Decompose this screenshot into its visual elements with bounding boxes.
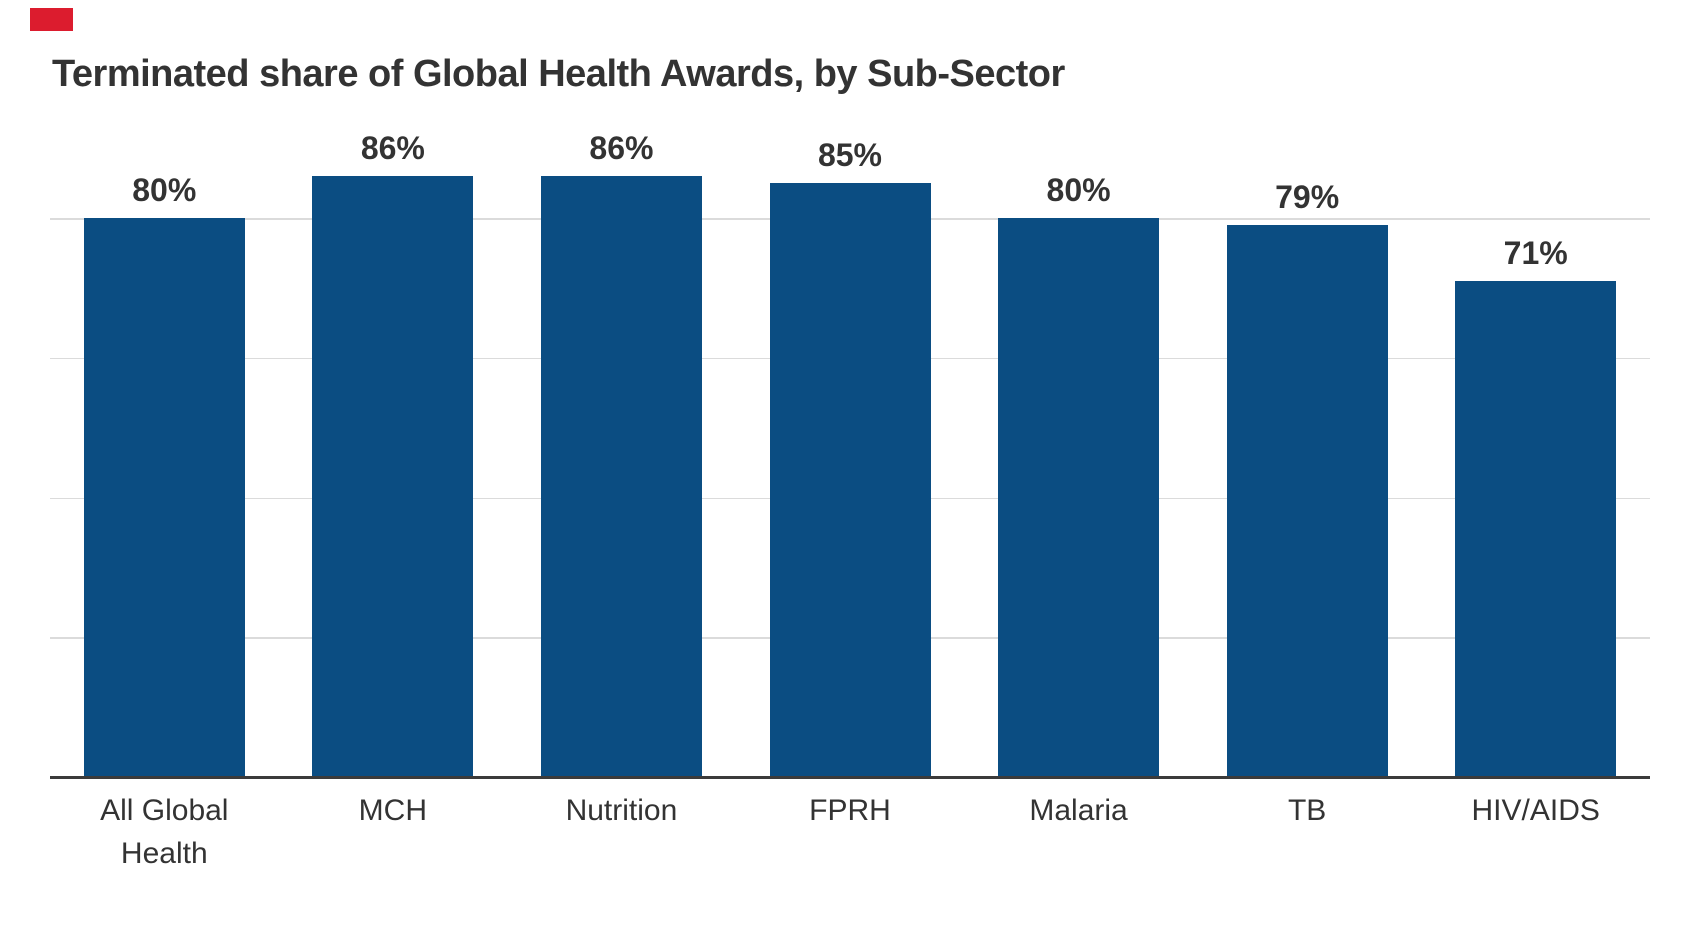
category-label-hiv-aids: HIV/AIDS [1471, 794, 1600, 827]
bar-tb [1226, 224, 1388, 777]
value-label-malaria: 80% [1046, 172, 1111, 208]
bar-fprh [769, 183, 931, 777]
value-label-nutrition: 86% [589, 130, 654, 167]
category-label-tb: TB [1287, 794, 1327, 827]
value-label-hiv-aids: 71% [1503, 234, 1568, 271]
category-label-nutrition: Nutrition [565, 794, 678, 827]
category-label-fprh: FPRH [809, 794, 891, 827]
x-axis-line [50, 775, 1650, 779]
chart-title: Terminated share of Global Health Awards… [52, 53, 1065, 95]
category-label-malaria: Malaria [1029, 794, 1128, 827]
category-label-mch: MCH [358, 794, 427, 827]
value-label-mch: 86% [360, 130, 425, 167]
value-label-all-global-health: 80% [132, 172, 197, 208]
category-label-all-global-health: All Global Health [100, 794, 229, 870]
bar-mch [312, 176, 474, 777]
bar-all-global-health [83, 218, 245, 777]
bar-nutrition [540, 176, 702, 777]
value-label-tb: 79% [1275, 178, 1340, 215]
value-label-fprh: 85% [817, 137, 882, 174]
brand-mark [30, 8, 73, 31]
bar-hiv-aids [1455, 280, 1617, 777]
bar-malaria [998, 218, 1160, 777]
